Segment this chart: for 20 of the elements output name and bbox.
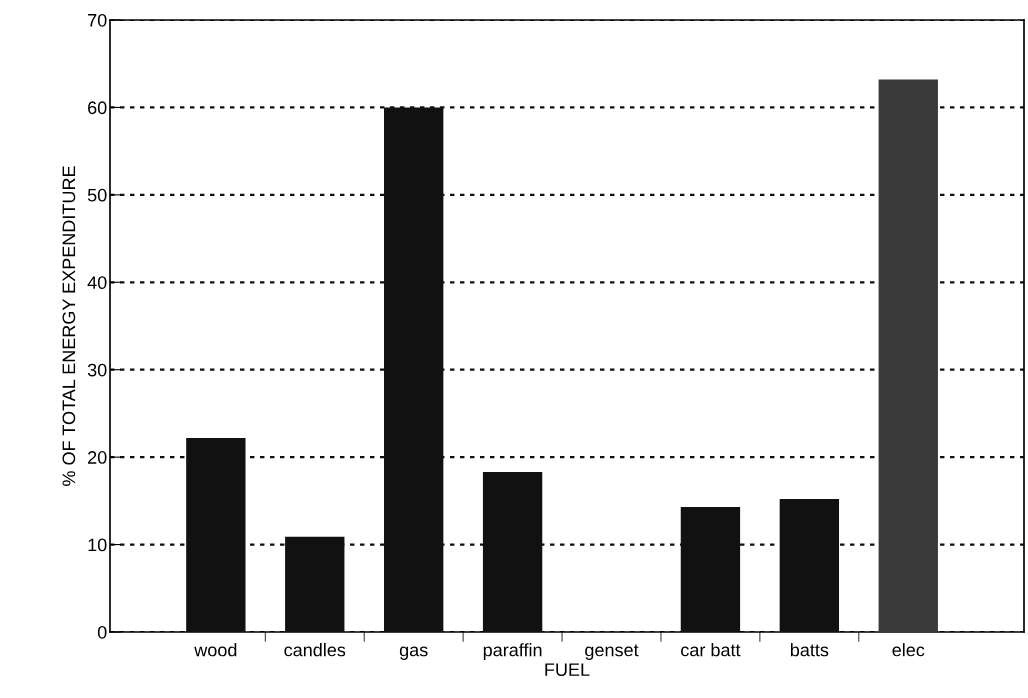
y-tick-label: 40 [87, 276, 107, 290]
y-tick-label: 30 [87, 363, 107, 377]
x-tick-label: gas [399, 646, 428, 660]
x-tick-label: batts [790, 643, 829, 657]
y-axis-title: % OF TOTAL ENERGY EXPENDITURE [62, 166, 76, 486]
x-tick-label: car batt [681, 643, 741, 657]
y-tick-label: 20 [88, 451, 107, 464]
x-tick-label: genset [585, 644, 639, 660]
bar [878, 79, 938, 632]
x-tick-label: paraffin [483, 643, 542, 660]
x-tick-label: candles [284, 643, 346, 657]
x-tick-label: elec [892, 643, 925, 657]
y-tick-label: 70 [88, 13, 107, 27]
x-axis-title: FUEL [545, 663, 590, 676]
y-tick-label: 60 [88, 101, 107, 115]
y-tick-label: 0 [97, 625, 107, 639]
x-tick-label: wood [194, 643, 237, 657]
y-tick-label: 50 [87, 188, 107, 202]
y-tick-label: 10 [88, 538, 107, 552]
bar [186, 437, 246, 632]
